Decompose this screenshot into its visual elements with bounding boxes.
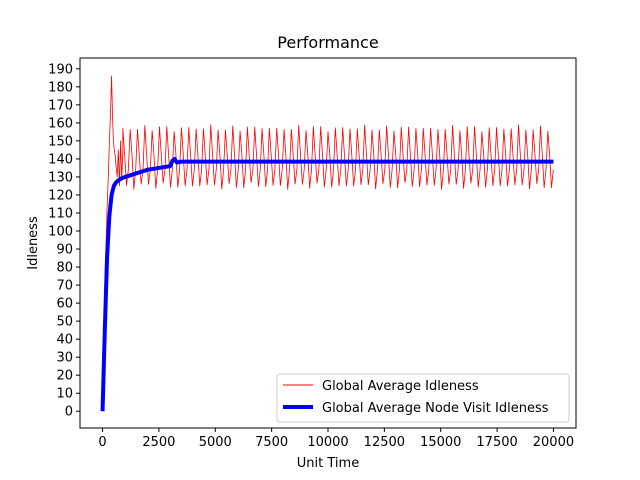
x-tick-label: 15000 xyxy=(420,435,461,450)
x-tick-label: 7500 xyxy=(255,435,288,450)
y-tick-label: 160 xyxy=(48,116,73,131)
y-tick-label: 170 xyxy=(48,98,73,113)
x-tick-label: 17500 xyxy=(476,435,517,450)
y-tick-label: 90 xyxy=(56,243,73,258)
y-tick-label: 190 xyxy=(48,62,73,77)
x-tick-label: 10000 xyxy=(307,435,348,450)
series-line-global-average-idleness xyxy=(102,75,554,412)
y-tick-label: 110 xyxy=(48,206,73,221)
x-tick-label: 5000 xyxy=(199,435,232,450)
y-tick-label: 100 xyxy=(48,225,73,240)
y-tick-label: 20 xyxy=(56,369,73,384)
y-tick-label: 60 xyxy=(56,297,73,312)
x-tick-label: 12500 xyxy=(364,435,405,450)
x-axis-label: Unit Time xyxy=(297,456,359,471)
y-tick-label: 130 xyxy=(48,170,73,185)
series-layer xyxy=(100,75,554,412)
legend-box xyxy=(276,373,570,423)
chart-title: Performance xyxy=(277,33,378,52)
y-tick-label: 40 xyxy=(56,333,73,348)
y-tick-label: 0 xyxy=(65,405,73,420)
series-line-global-average-node-visit-idleness xyxy=(100,156,554,412)
y-axis-label: Idleness xyxy=(26,216,41,270)
legend-label-node-visit-idleness: Global Average Node Visit Idleness xyxy=(322,401,549,416)
x-tick-label: 20000 xyxy=(533,435,574,450)
y-tick-label: 140 xyxy=(48,152,73,167)
x-tick-label: 2500 xyxy=(142,435,175,450)
y-tick-label: 80 xyxy=(56,261,73,276)
y-tick-label: 30 xyxy=(56,351,73,366)
y-tick-label: 50 xyxy=(56,315,73,330)
y-tick-label: 180 xyxy=(48,80,73,95)
y-tick-label: 120 xyxy=(48,188,73,203)
legend[interactable]: Global Average Idleness Global Average N… xyxy=(276,373,570,423)
y-tick-label: 150 xyxy=(48,134,73,149)
y-tick-label: 70 xyxy=(56,279,73,294)
x-tick-label: 0 xyxy=(98,435,106,450)
legend-label-idleness: Global Average Idleness xyxy=(322,379,479,394)
x-axis: 0 2500 5000 7500 10000 12500 15000 17500 20000 xyxy=(98,428,574,450)
y-axis: 0 10 20 30 40 50 60 70 80 90 100 110 120 130 140 150 160… xyxy=(48,62,80,420)
y-tick-label: 10 xyxy=(56,387,73,402)
